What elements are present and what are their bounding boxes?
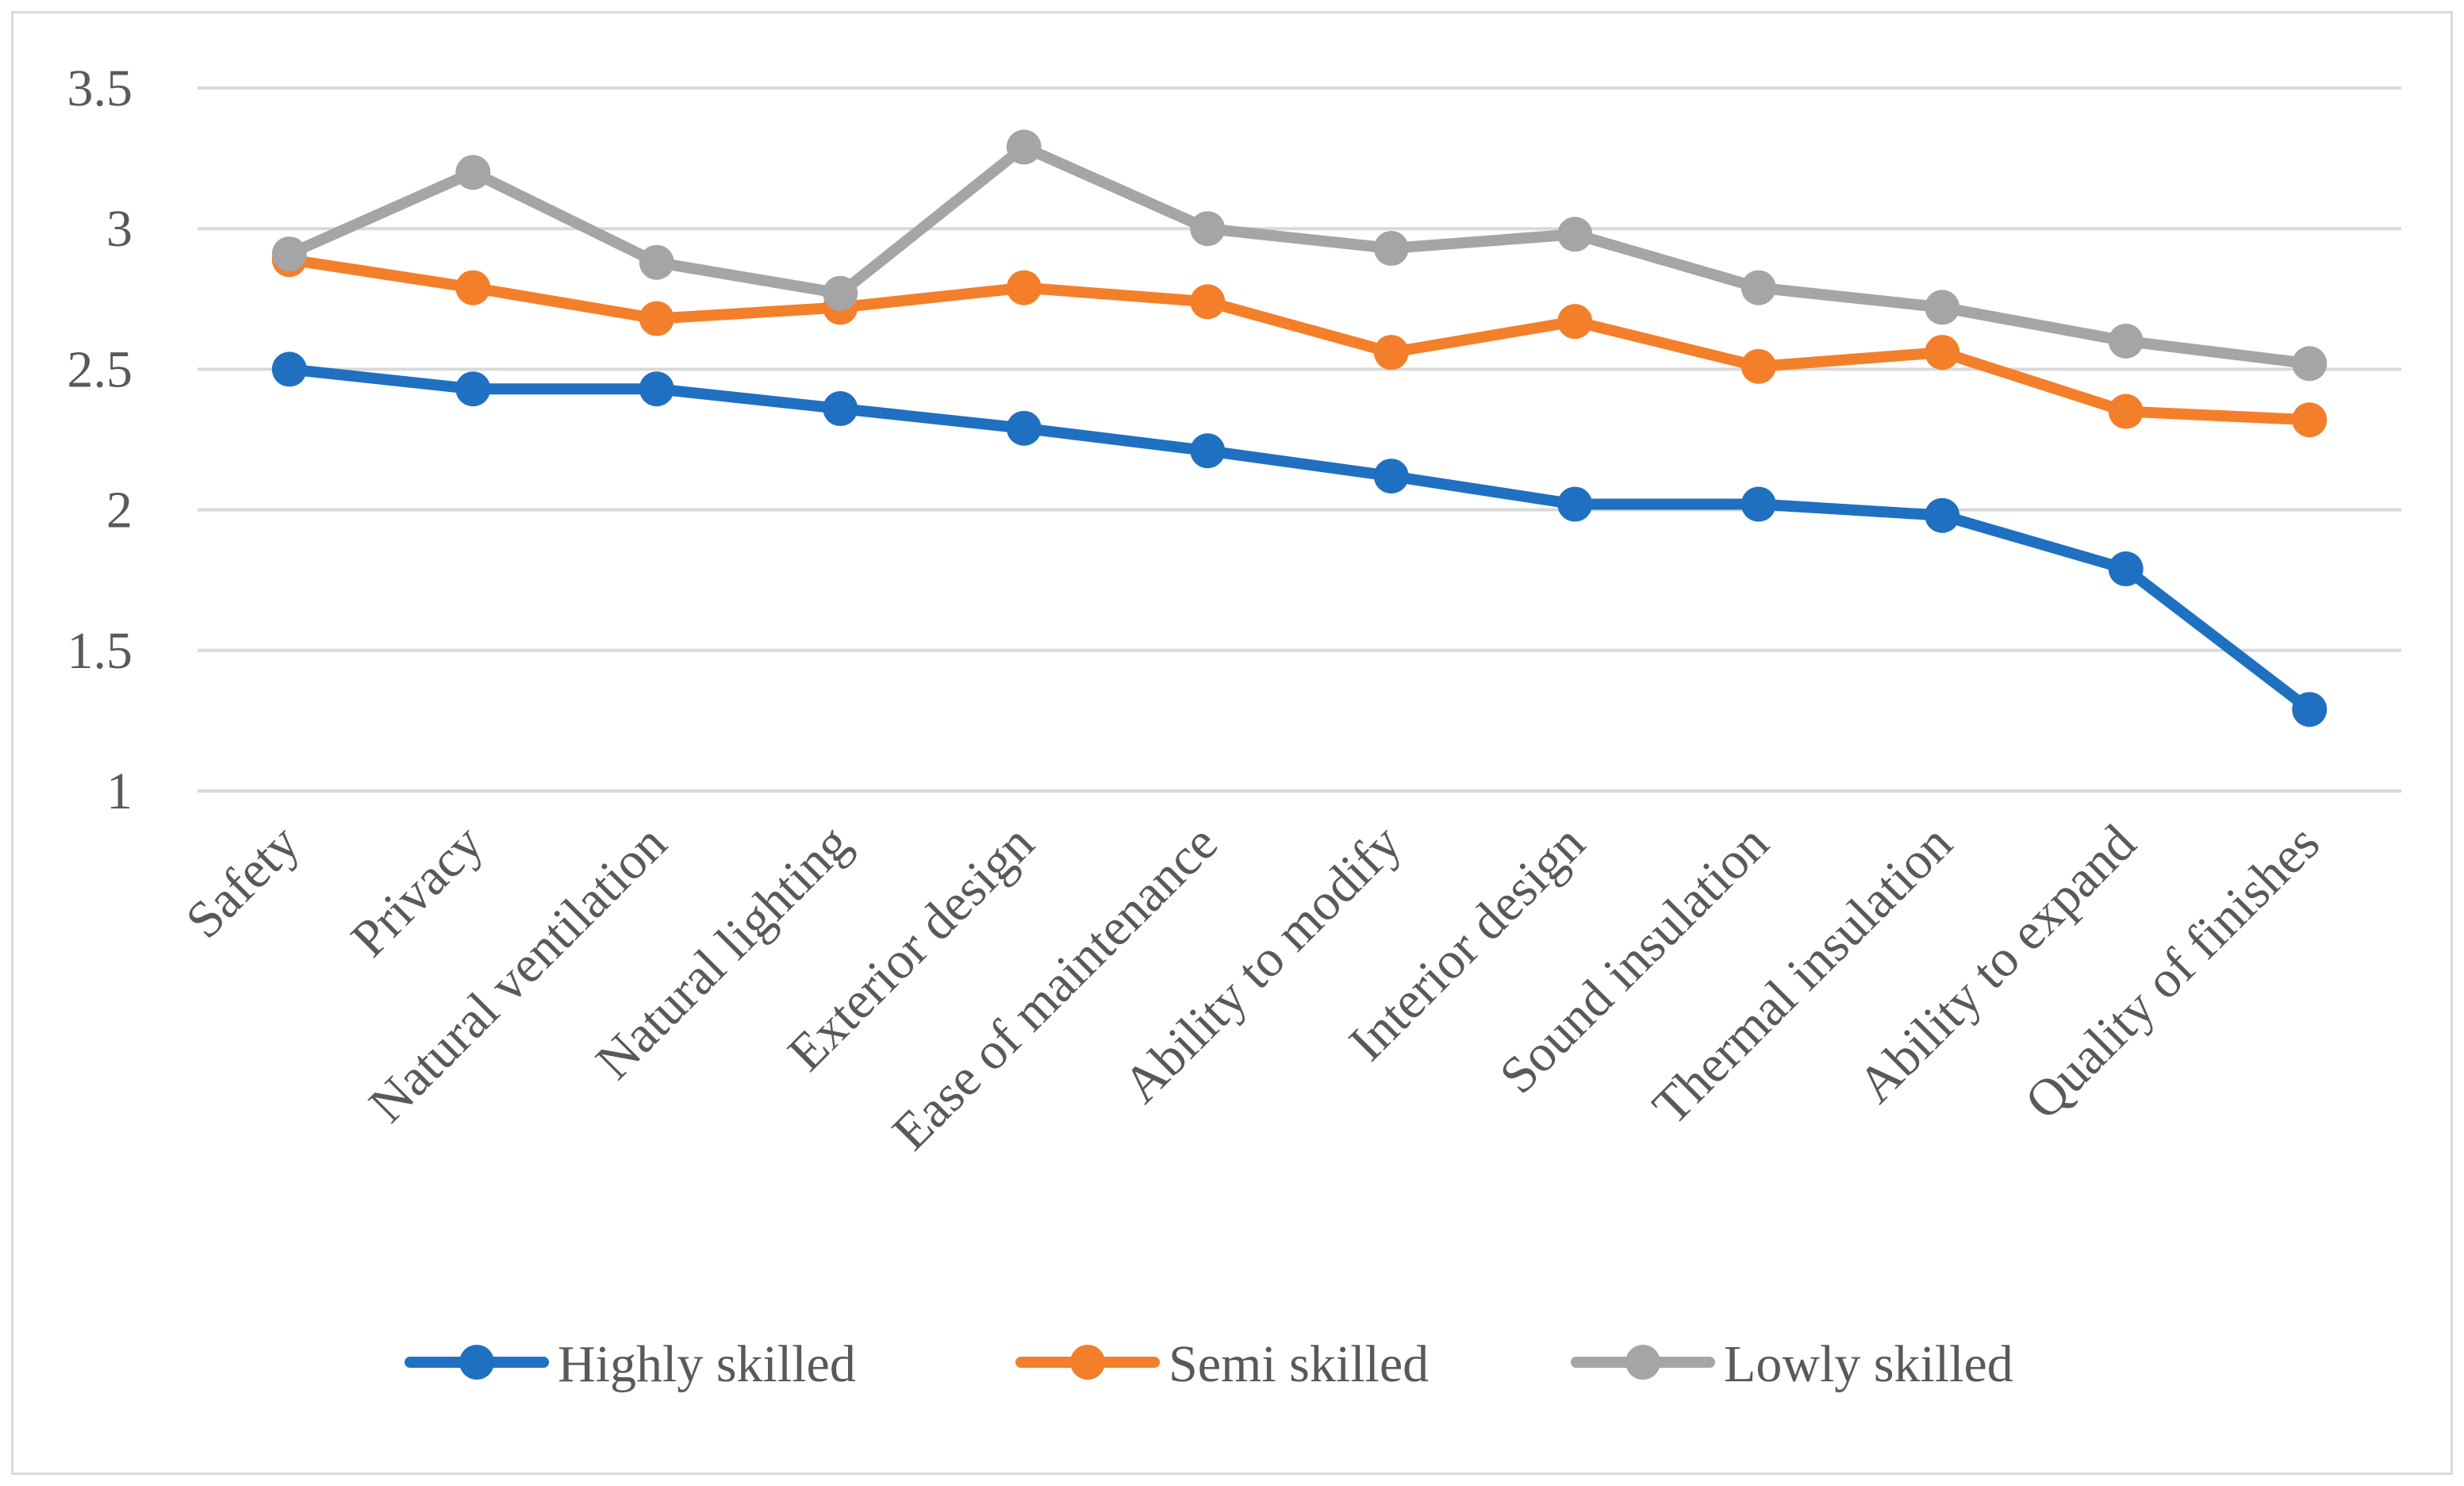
data-point bbox=[1190, 284, 1226, 320]
series-lines bbox=[271, 129, 2328, 728]
data-point bbox=[1557, 486, 1593, 522]
legend-swatch-marker bbox=[1070, 1345, 1105, 1380]
y-tick-label: 3 bbox=[106, 200, 132, 258]
data-point bbox=[1925, 497, 1960, 533]
legend-label: Semi skilled bbox=[1169, 1335, 1429, 1393]
data-point bbox=[1925, 290, 1960, 325]
data-point bbox=[1373, 335, 1409, 371]
chart-frame: 1 1.5 2 2.5 3 3.5 Safety Privacy Natural ventil… bbox=[11, 11, 2453, 1475]
data-point bbox=[2108, 394, 2144, 429]
y-tick-label: 2 bbox=[106, 482, 132, 539]
data-point bbox=[639, 244, 674, 280]
data-point bbox=[823, 391, 858, 427]
data-point bbox=[2292, 346, 2328, 382]
series-line bbox=[283, 363, 2316, 716]
data-point bbox=[455, 155, 491, 190]
data-point bbox=[2292, 692, 2328, 728]
legend-swatch-marker bbox=[459, 1345, 494, 1380]
x-category-label: Safety bbox=[175, 814, 311, 950]
data-point bbox=[455, 270, 491, 305]
data-point bbox=[639, 371, 674, 407]
data-point bbox=[639, 301, 674, 336]
data-point bbox=[823, 275, 858, 311]
data-point bbox=[1373, 231, 1409, 267]
data-point bbox=[2292, 402, 2328, 438]
data-point bbox=[1557, 217, 1593, 252]
y-tick-label: 2.5 bbox=[67, 340, 133, 398]
legend-item: Semi skilled bbox=[1015, 1335, 1429, 1393]
data-point bbox=[271, 351, 307, 387]
legend-item: Lowly skilled bbox=[1571, 1335, 2013, 1393]
x-category-label: Privacy bbox=[340, 814, 494, 968]
data-point bbox=[1557, 304, 1593, 340]
series-line bbox=[283, 254, 2316, 426]
y-tick-label: 1 bbox=[106, 762, 132, 820]
data-point bbox=[1006, 129, 1042, 165]
legend-label: Highly skilled bbox=[558, 1335, 856, 1393]
y-tick-label: 3.5 bbox=[67, 60, 133, 117]
legend: Highly skilled Semi skilled Lowly skilled bbox=[405, 1335, 2013, 1393]
data-point bbox=[2108, 323, 2144, 359]
gridlines bbox=[198, 86, 2401, 793]
series-highly-skilled bbox=[271, 351, 2328, 728]
x-category-label: Ease of maintenance bbox=[881, 814, 1229, 1162]
data-point bbox=[1006, 410, 1042, 446]
series-line bbox=[283, 141, 2316, 370]
legend-label: Lowly skilled bbox=[1724, 1335, 2013, 1393]
data-point bbox=[1741, 486, 1776, 522]
data-point bbox=[1925, 335, 1960, 371]
data-point bbox=[455, 371, 491, 407]
data-point bbox=[1741, 270, 1776, 305]
series-semi-skilled bbox=[271, 242, 2328, 438]
legend-item: Highly skilled bbox=[405, 1335, 856, 1393]
series-lowly-skilled bbox=[271, 129, 2328, 382]
data-point bbox=[1741, 348, 1776, 384]
data-point bbox=[2108, 551, 2144, 587]
y-tick-label: 1.5 bbox=[67, 622, 133, 680]
legend-swatch-marker bbox=[1625, 1345, 1660, 1380]
data-point bbox=[1006, 270, 1042, 305]
data-point bbox=[1373, 459, 1409, 494]
data-point bbox=[1190, 211, 1226, 247]
y-axis-ticks: 1 1.5 2 2.5 3 3.5 bbox=[67, 60, 133, 820]
data-point bbox=[1190, 433, 1226, 469]
data-point bbox=[271, 236, 307, 272]
